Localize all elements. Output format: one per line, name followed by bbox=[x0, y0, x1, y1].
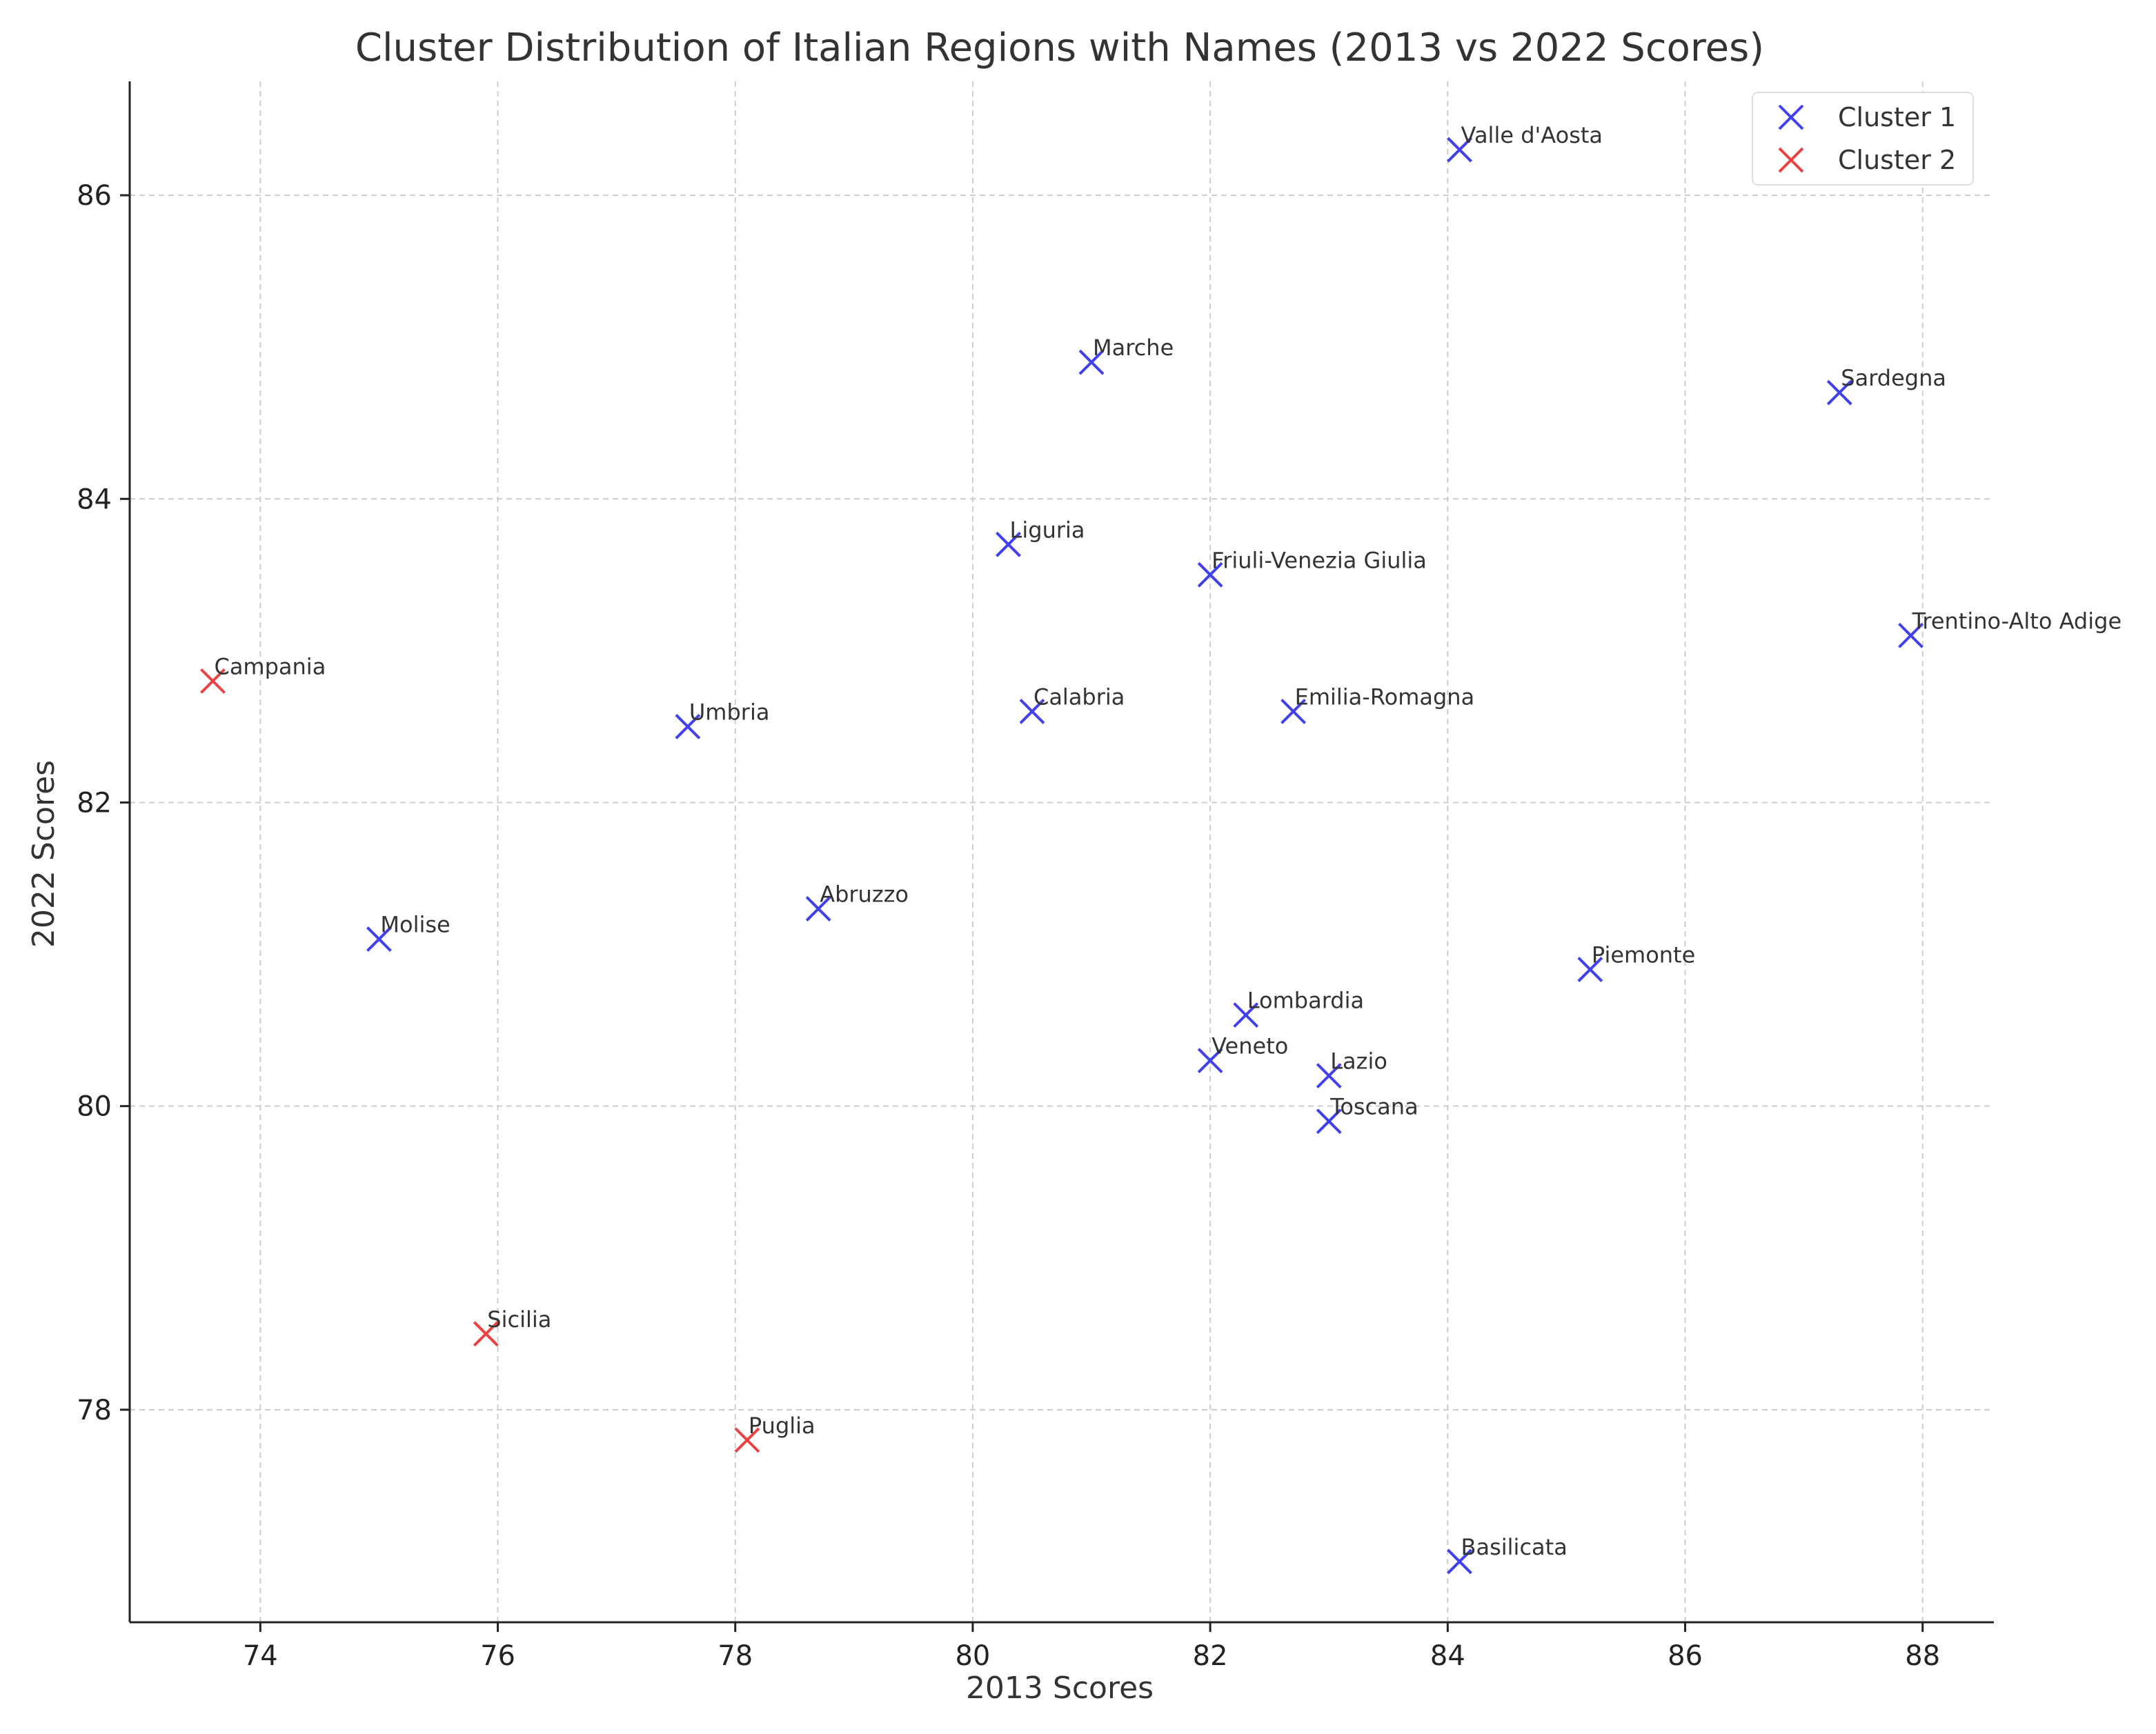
legend-marker bbox=[1778, 147, 1804, 173]
point-label: Puglia bbox=[749, 1413, 815, 1439]
data-point bbox=[1019, 698, 1045, 724]
data-point bbox=[1447, 1548, 1472, 1575]
x-tick-label: 80 bbox=[955, 1640, 990, 1672]
data-point bbox=[473, 1321, 499, 1347]
marker-stroke bbox=[675, 714, 701, 739]
point-label: Piemonte bbox=[1592, 942, 1695, 968]
point-label: Valle d'Aosta bbox=[1461, 122, 1603, 148]
data-point bbox=[675, 714, 701, 739]
marker-stroke bbox=[1078, 349, 1105, 375]
data-point bbox=[366, 926, 392, 952]
x-tick-label: 76 bbox=[480, 1640, 515, 1672]
marker-stroke bbox=[1197, 1048, 1223, 1074]
data-point bbox=[1316, 1063, 1342, 1089]
data-point bbox=[200, 668, 226, 694]
point-label: Marche bbox=[1093, 335, 1174, 361]
marker-stroke bbox=[366, 926, 392, 952]
legend-marker bbox=[1778, 104, 1804, 130]
y-tick-label: 82 bbox=[77, 787, 112, 819]
marker-stroke bbox=[1447, 137, 1472, 163]
point-label: Liguria bbox=[1010, 517, 1085, 543]
point-label: Calabria bbox=[1034, 684, 1125, 710]
point-label: Friuli-Venezia Giulia bbox=[1211, 547, 1427, 573]
point-label: Campania bbox=[214, 653, 326, 679]
axes-layer: 74 76 78 80 82 84 86 88 78 80 82 84 86 bbox=[77, 81, 1994, 1672]
y-tick-label: 78 bbox=[77, 1395, 112, 1426]
point-label: Lazio bbox=[1330, 1048, 1387, 1075]
x-tick-label: 84 bbox=[1430, 1640, 1465, 1672]
x-axis-label: 2013 Scores bbox=[966, 1671, 1154, 1706]
x-tick-label: 88 bbox=[1905, 1640, 1940, 1672]
chart-title: Cluster Distribution of Italian Regions … bbox=[355, 26, 1764, 70]
point-label: Lombardia bbox=[1247, 988, 1364, 1014]
points-layer: Valle d'Aosta Marche Sardegna Liguria Friuli… bbox=[200, 122, 2122, 1575]
marker-stroke bbox=[1447, 1548, 1472, 1575]
legend-entry-label: Cluster 1 bbox=[1838, 102, 1956, 132]
marker-stroke bbox=[1197, 561, 1223, 588]
point-label: Molise bbox=[380, 912, 450, 938]
y-tick-label: 84 bbox=[77, 484, 112, 515]
marker-stroke bbox=[1233, 1002, 1259, 1028]
marker-stroke bbox=[473, 1321, 499, 1347]
data-point bbox=[1447, 137, 1472, 163]
grid-layer bbox=[130, 81, 1994, 1622]
data-point bbox=[1197, 561, 1223, 588]
x-tick-label: 82 bbox=[1193, 1640, 1228, 1672]
data-point bbox=[805, 896, 831, 921]
marker-stroke bbox=[996, 531, 1021, 557]
legend-entry-label: Cluster 2 bbox=[1838, 145, 1956, 175]
marker-stroke bbox=[734, 1427, 760, 1453]
legend: Cluster 1 Cluster 2 bbox=[1752, 92, 1974, 186]
y-tick-label: 80 bbox=[77, 1091, 112, 1123]
data-point bbox=[734, 1427, 760, 1453]
legend-box bbox=[1752, 92, 1974, 186]
marker-stroke bbox=[1778, 104, 1804, 130]
marker-stroke bbox=[1826, 379, 1852, 406]
marker-stroke bbox=[1898, 622, 1923, 648]
data-point bbox=[1898, 622, 1923, 648]
data-point bbox=[1826, 379, 1852, 406]
marker-stroke bbox=[1778, 147, 1804, 173]
point-label: Sicilia bbox=[487, 1306, 551, 1333]
data-point bbox=[1577, 957, 1603, 982]
data-point bbox=[996, 531, 1021, 557]
y-tick-label: 86 bbox=[77, 180, 112, 212]
marker-stroke bbox=[1280, 698, 1307, 724]
point-label: Basilicata bbox=[1461, 1534, 1567, 1560]
point-label: Toscana bbox=[1329, 1094, 1418, 1120]
marker-stroke bbox=[1577, 957, 1603, 982]
x-tick-label: 78 bbox=[718, 1640, 753, 1672]
marker-stroke bbox=[1316, 1063, 1342, 1089]
point-label: Umbria bbox=[689, 699, 770, 725]
point-label: Veneto bbox=[1211, 1033, 1288, 1059]
data-point bbox=[1316, 1108, 1342, 1135]
data-point bbox=[1233, 1002, 1259, 1028]
marker-stroke bbox=[1316, 1108, 1342, 1135]
data-point bbox=[1078, 349, 1105, 375]
marker-stroke bbox=[805, 896, 831, 921]
point-label: Emilia-Romagna bbox=[1295, 684, 1475, 710]
y-axis-label: 2022 Scores bbox=[26, 760, 61, 948]
point-label: Sardegna bbox=[1841, 365, 1946, 391]
marker-stroke bbox=[200, 668, 226, 694]
x-tick-label: 74 bbox=[243, 1640, 278, 1672]
data-point bbox=[1280, 698, 1307, 724]
point-label: Trentino-Alto Adige bbox=[1912, 608, 2122, 634]
data-point bbox=[1197, 1048, 1223, 1074]
marker-stroke bbox=[1019, 698, 1045, 724]
x-tick-label: 86 bbox=[1668, 1640, 1703, 1672]
point-label: Abruzzo bbox=[820, 881, 909, 908]
